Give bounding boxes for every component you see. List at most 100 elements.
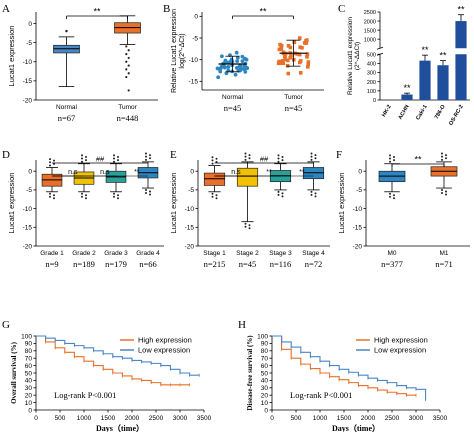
outlier-point <box>113 157 115 160</box>
significance-label: ** <box>259 7 267 17</box>
survival-curve <box>36 335 190 386</box>
outlier-point <box>211 156 214 159</box>
n-label: n=71 <box>435 259 453 269</box>
outlier-point <box>215 157 218 160</box>
outlier-point <box>215 197 218 200</box>
data-point <box>237 64 242 69</box>
panel-f: 0 -5 -10 -15 -20 Lucat1 expression M0 n=377 M1 n=… <box>337 152 470 269</box>
y-tick-label: 0 <box>28 407 32 414</box>
x-tick-label: 3000 <box>409 415 424 422</box>
outlier-point <box>113 154 115 157</box>
x-axis-label: Days（time） <box>332 423 380 432</box>
y-tick-label: 400 <box>367 62 376 68</box>
outlier-point <box>127 72 130 75</box>
outlier-point <box>81 160 83 163</box>
y-tick-label: -20 <box>185 243 195 250</box>
outlier-point <box>389 192 391 195</box>
data-point <box>302 41 307 45</box>
significance-label: ## <box>260 155 269 164</box>
data-point <box>306 62 311 67</box>
x-tick-label: Caki-1 <box>415 104 428 121</box>
y-tick-label: -10 <box>189 57 199 64</box>
y-tick-label: 0 <box>264 407 268 414</box>
outlier-point <box>53 159 55 162</box>
outlier-point <box>277 154 280 157</box>
x-tick-label: 500 <box>55 415 66 422</box>
y-tick-label: 300 <box>367 71 376 77</box>
data-point <box>292 40 297 45</box>
outlier-point <box>314 154 317 157</box>
data-point <box>286 44 291 48</box>
outlier-point <box>149 193 151 196</box>
outlier-point <box>211 195 214 198</box>
y-tick-label: 1500 <box>364 28 376 34</box>
panel-c: 0 100 200 300 400 500 1000 1500 2000 2500 Relative… <box>347 5 470 127</box>
data-point <box>297 36 302 40</box>
outlier-point <box>248 227 251 230</box>
outlier-point <box>441 189 443 192</box>
y-tick-label: -15 <box>185 225 195 232</box>
y-tick-label: 90 <box>261 341 269 348</box>
n-label: n=116 <box>270 259 291 269</box>
annotation: Log-rank P<0.001 <box>290 390 352 400</box>
x-tick-label: 1500 <box>101 415 116 422</box>
outlier-point <box>85 159 87 162</box>
data-point <box>235 66 239 70</box>
y-tick-label: 50 <box>261 370 269 377</box>
y-tick-label: -20 <box>23 243 33 250</box>
x-tick-label: Grade 1 <box>40 250 64 257</box>
x-tick-label: Grade 4 <box>136 250 160 257</box>
outlier-point <box>277 190 280 193</box>
y-axis-label: Overall survival (%) <box>10 341 18 403</box>
outlier-point <box>215 194 218 197</box>
y-tick-label: 50 <box>25 370 33 377</box>
data-point <box>233 72 238 77</box>
outlier-point <box>393 155 395 158</box>
data-point <box>280 58 285 63</box>
data-point <box>295 52 300 56</box>
y-tick-label: 0 <box>28 21 32 28</box>
outlier-point <box>49 161 51 164</box>
outlier-point <box>248 154 251 157</box>
n-label: n=45 <box>224 103 242 113</box>
data-point <box>242 66 247 71</box>
x-tick-label: 2500 <box>149 415 164 422</box>
y-tick-label: -20 <box>353 243 363 250</box>
panel-letter-c: C <box>338 3 345 15</box>
box <box>236 167 259 187</box>
y-tick-label: 2500 <box>364 10 376 16</box>
y-tick-label: -15 <box>23 225 33 232</box>
x-axis-label: Days（time） <box>96 423 144 432</box>
y-tick-label: 30 <box>25 385 33 392</box>
y-tick-label: 1000 <box>364 37 376 43</box>
outlier-point <box>81 195 83 198</box>
pair-label: ** <box>299 169 305 176</box>
pair-label: n.s <box>68 169 78 176</box>
data-point <box>242 63 247 68</box>
pair-label: ** <box>266 169 272 176</box>
x-tick-label: Grade 3 <box>104 250 128 257</box>
x-tick-label: 2500 <box>385 415 400 422</box>
n-label: n=66 <box>139 259 157 269</box>
outlier-point <box>127 49 130 52</box>
x-tick-label: Stage 2 <box>236 250 259 257</box>
outlier-point <box>314 157 317 160</box>
y-tick-label: 2000 <box>364 19 376 25</box>
outlier-point <box>244 225 247 228</box>
x-tick-label: Tumor <box>118 104 137 111</box>
significance-label: ** <box>421 45 429 55</box>
y-tick-label: -5 <box>192 35 198 42</box>
y-tick-label: 0 <box>194 14 198 21</box>
outlier-point <box>393 194 395 197</box>
outlier-point <box>248 157 251 160</box>
y-tick-label: 0 <box>28 169 32 176</box>
outlier-point <box>113 160 115 163</box>
pair-label: n.s <box>100 169 110 176</box>
y-tick-label: 40 <box>25 378 33 385</box>
outlier-point <box>127 89 130 92</box>
data-point <box>297 52 302 57</box>
data-point <box>235 59 239 64</box>
outlier-point <box>125 75 128 79</box>
n-label: n=377 <box>381 259 403 269</box>
outlier-point <box>277 160 280 163</box>
